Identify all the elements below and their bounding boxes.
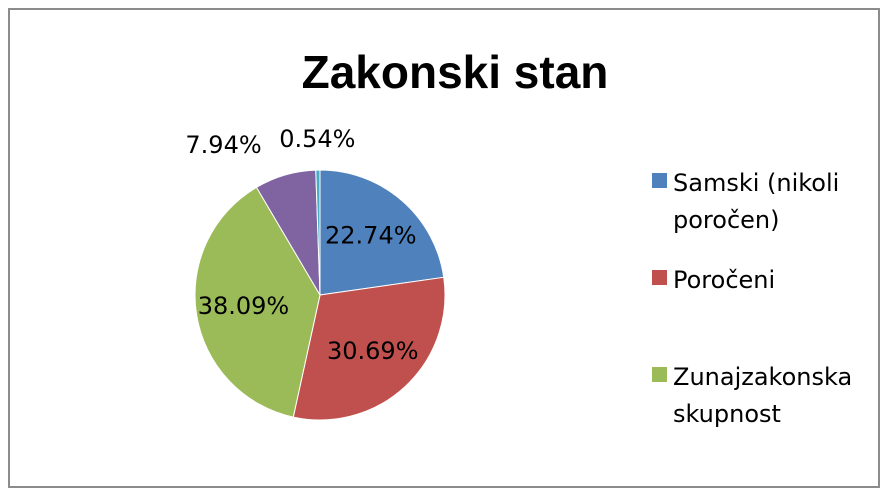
page: Zakonski stan 22.74% 30.69% 38.09% 7.94% 0.5… [8, 8, 880, 488]
legend-item: Poročeni [652, 262, 863, 299]
legend-swatch [652, 270, 667, 285]
legend-label: Samski (nikoli poročen) [673, 169, 840, 234]
legend-item: Zunajzakonska skupnost [652, 359, 863, 433]
data-label: 7.94% [185, 131, 261, 159]
chart: Zakonski stan 22.74% 30.69% 38.09% 7.94% 0.5… [185, 46, 609, 421]
pie-slice [194, 186, 321, 418]
legend-label: Zunajzakonska skupnost [673, 363, 853, 428]
data-label: 38.09% [198, 292, 290, 320]
legend-label: Poročeni [673, 266, 776, 294]
pie-slice [319, 169, 445, 296]
pie-slice [315, 169, 321, 296]
chart-title: Zakonski stan [302, 46, 609, 98]
data-label: 0.54% [279, 125, 355, 153]
legend-item: Samski (nikoli poročen) [652, 165, 863, 239]
legend-swatch [652, 367, 667, 382]
data-label: 30.69% [327, 337, 419, 365]
data-label: 22.74% [325, 221, 417, 249]
legend-swatch [652, 173, 667, 188]
pie-slice [292, 276, 446, 421]
